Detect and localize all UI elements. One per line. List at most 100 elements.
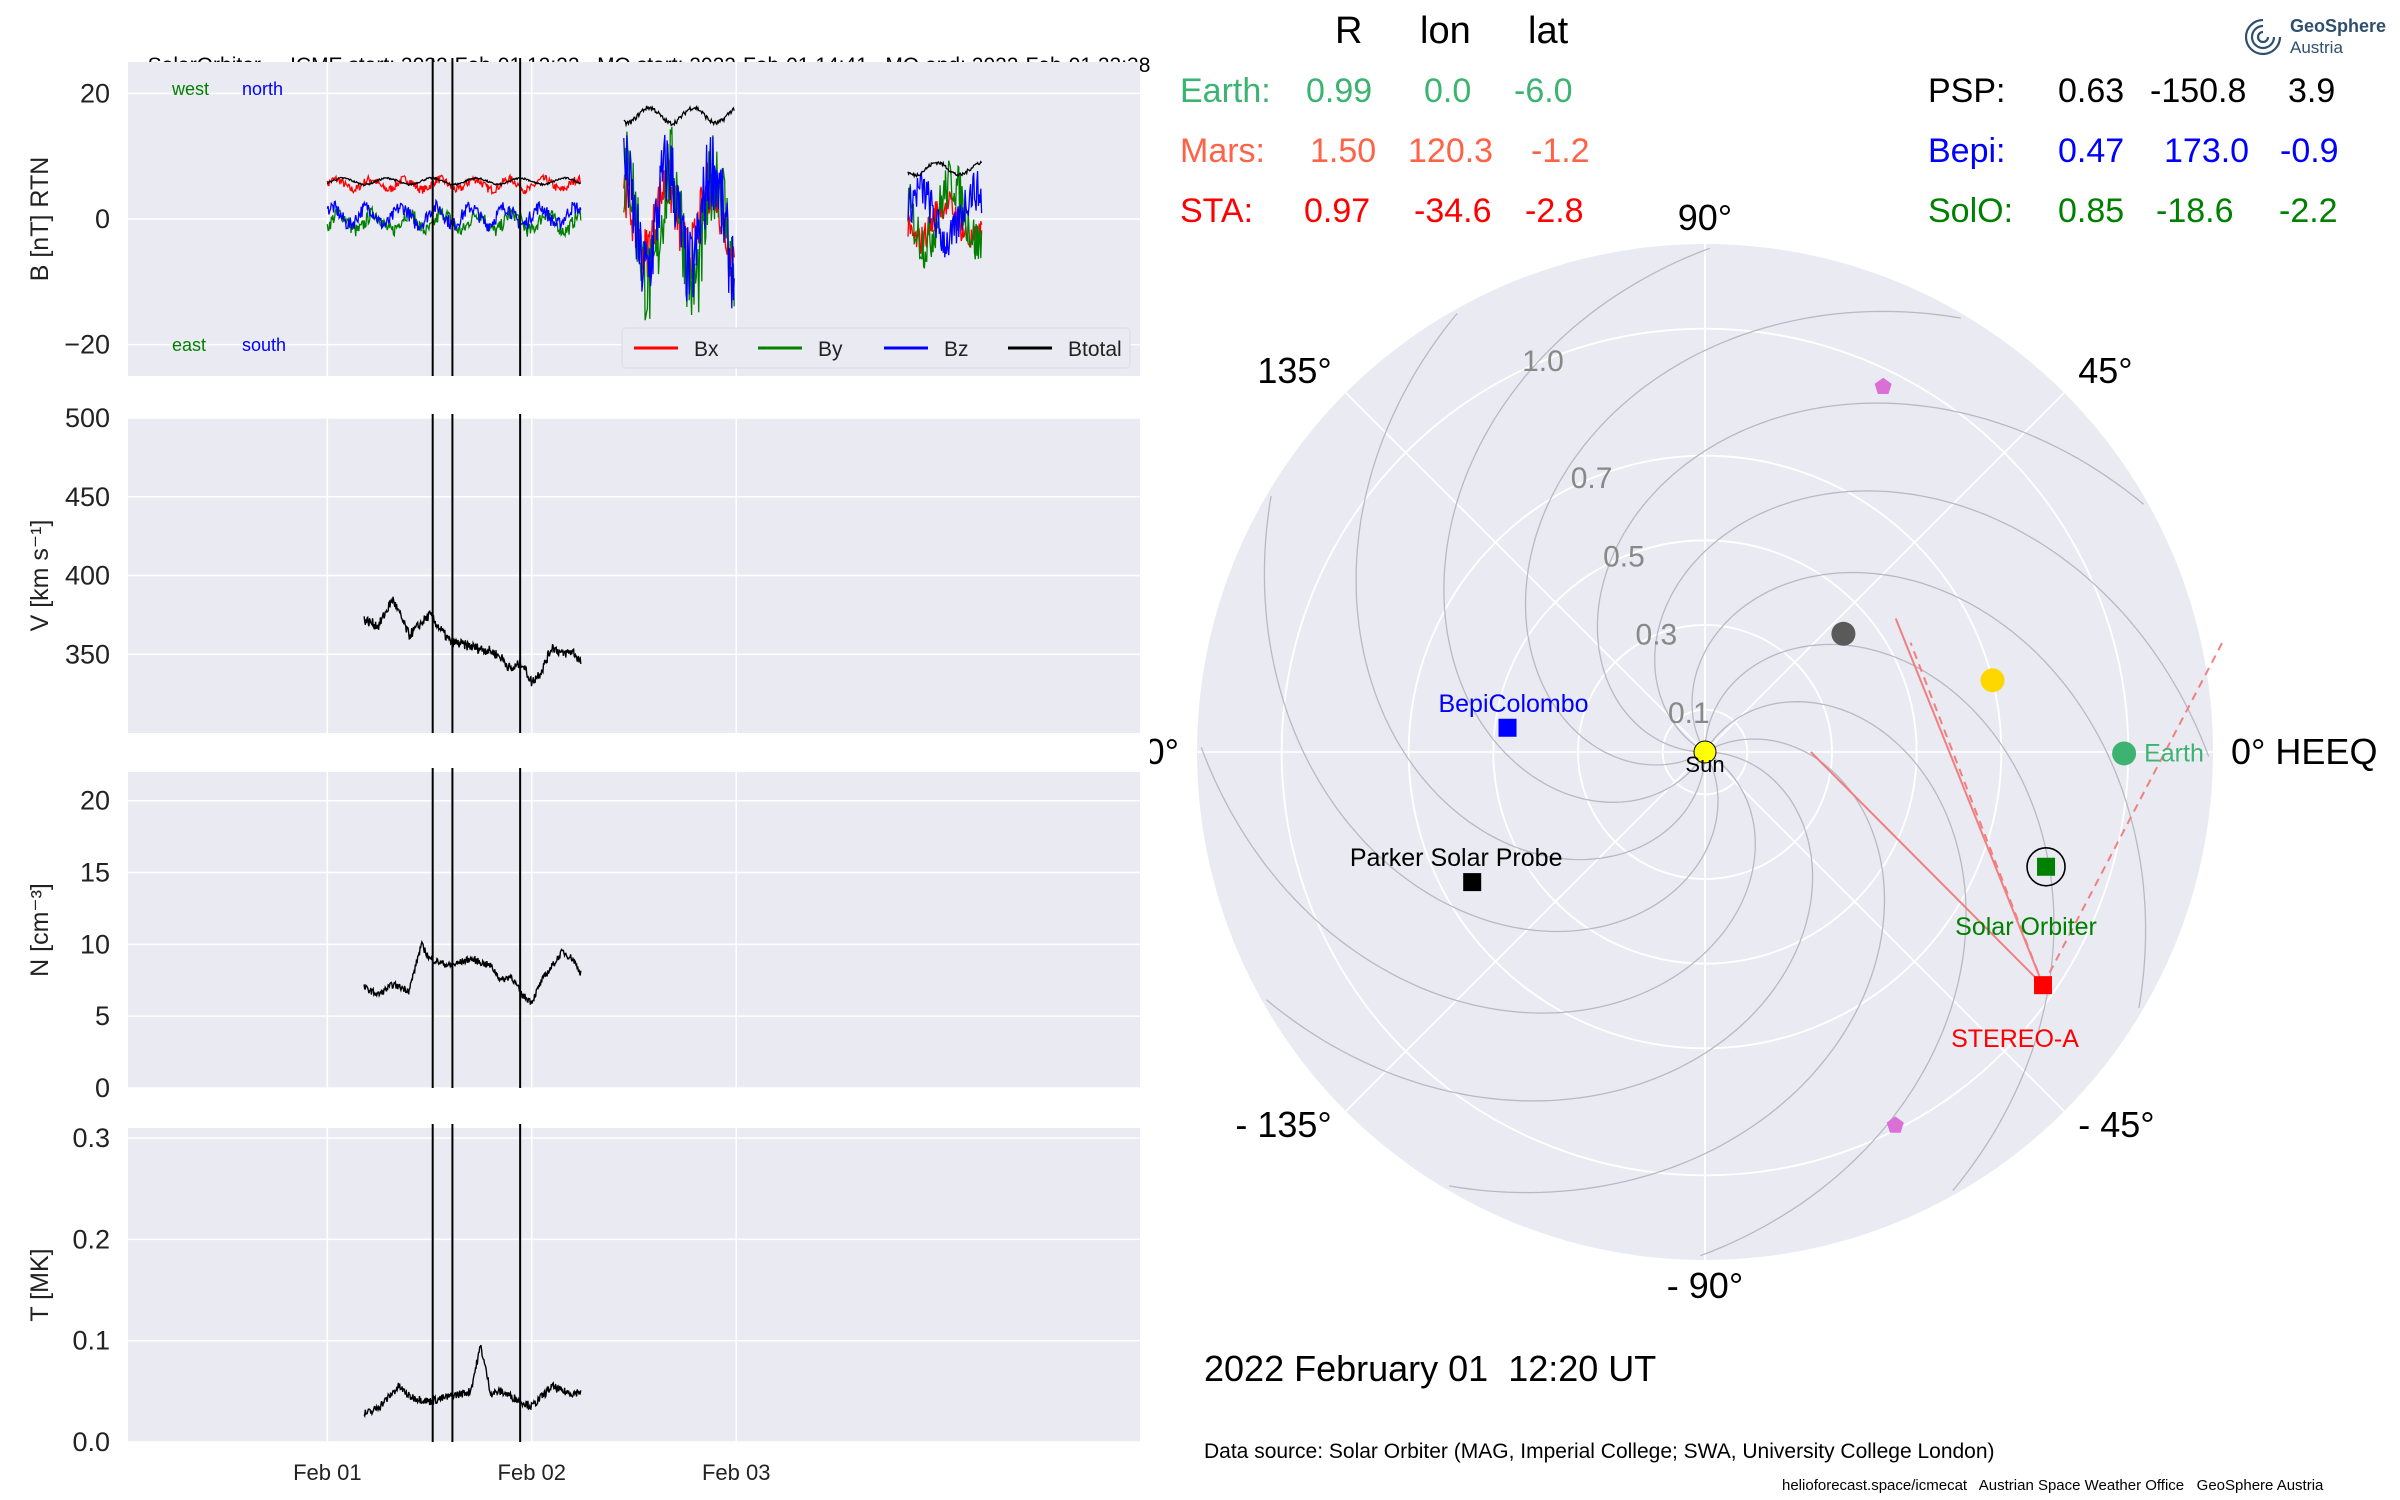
spiral-line (1200, 747, 1756, 1014)
stereo-a-fov (1810, 618, 2224, 986)
stereo-a-label: STEREO-A (1951, 1025, 2079, 1053)
row-name: Bepi: (1928, 132, 2006, 170)
angle-label: - 135° (1235, 1104, 1331, 1145)
legend-label: Btotal (1068, 338, 1122, 361)
timeseries-panels: 20 0 −20 B [nT] RTN west north east south Bx By Bz… (26, 58, 1140, 1485)
panel-1: 500 450 400 350 V [km s⁻¹] (26, 403, 1140, 733)
y-tick-label: 15 (80, 858, 110, 888)
angular-grid-line (1704, 392, 2065, 753)
y-axis-label: V [km s⁻¹] (26, 520, 54, 632)
row-name: PSP: (1928, 72, 2006, 110)
x-tick-label: Feb 03 (702, 1460, 771, 1485)
solo-marker (2037, 857, 2056, 876)
geosphere-logo: GeoSphere Austria (2240, 12, 2390, 62)
row-lat: -1.2 (1531, 132, 1590, 170)
angle-label: 90° (1678, 197, 1732, 238)
angle-label: 0° HEEQ (2231, 731, 2377, 772)
series-line-bz (623, 134, 735, 309)
row-name: Mars: (1180, 132, 1265, 170)
parker-spirals (1200, 247, 2210, 1257)
y-tick-label: 350 (65, 639, 110, 669)
legend-label: By (818, 338, 843, 361)
row-lat: -2.8 (1525, 192, 1584, 230)
y-tick-label: 0.0 (72, 1427, 110, 1457)
row-lat: -2.2 (2279, 192, 2338, 230)
annotation-north: north (242, 79, 283, 99)
angle-label: 45° (2078, 350, 2132, 391)
angular-grid-line (1345, 392, 1706, 753)
series-line-bz (907, 170, 983, 258)
y-tick-label: 500 (65, 403, 110, 433)
row-r: 0.63 (2058, 72, 2125, 110)
series-line-bz (326, 198, 582, 232)
row-r: 1.50 (1310, 132, 1377, 170)
angle-label: - 45° (2078, 1104, 2154, 1145)
polar-plot: 0.1 0.3 0.5 0.7 1.0 90° 45° 0° HEEQ - 45° - 90° - … (1150, 197, 2377, 1306)
earth-label: Earth (2144, 739, 2204, 767)
credits: helioforecast.space/icmecat Austrian Spa… (1782, 1477, 2324, 1494)
solo-highlight-ring (2026, 846, 2066, 887)
radial-tick-label: 0.5 (1603, 540, 1645, 573)
spiral-line (1265, 751, 1814, 1102)
row-lon: 173.0 (2164, 132, 2250, 170)
y-tick-label: 10 (80, 929, 110, 959)
row-lat: 3.9 (2288, 72, 2336, 110)
radial-tick-label: 0.1 (1668, 697, 1710, 730)
radial-tick-label: 0.7 (1571, 462, 1613, 495)
y-axis-label: B [nT] RTN (26, 157, 54, 282)
row-r: 0.85 (2058, 192, 2125, 230)
comet-marker (1886, 1116, 1904, 1133)
table-header-lat: lat (1528, 10, 1569, 52)
row-lon: -150.8 (2150, 72, 2247, 110)
x-tick-label: Feb 01 (293, 1460, 362, 1485)
panel-2: 20 15 10 5 0 N [cm⁻³] (26, 768, 1140, 1103)
sun-marker (1693, 740, 1717, 764)
y-axis-label: T [MK] (26, 1248, 54, 1321)
spiral-line (1524, 310, 1962, 766)
spiral-line (1654, 490, 2210, 757)
series-line (363, 940, 582, 1006)
angle-label: +/- 180° (1150, 731, 1179, 772)
spiral-line (1355, 312, 1706, 861)
legend-label: Bz (944, 338, 969, 361)
series-line-by (907, 160, 983, 269)
y-tick-label: 0.1 (72, 1326, 110, 1356)
row-lat: -0.9 (2280, 132, 2339, 170)
table-header-r: R (1335, 10, 1363, 52)
data-layer (363, 940, 582, 1006)
y-tick-label: 5 (95, 1001, 110, 1031)
angular-grid-line (1345, 751, 1706, 1112)
angular-grid-line (1704, 751, 2065, 1112)
spiral-line (1704, 643, 2055, 1192)
polar-timestamp: 2022 February 01 12:20 UT (1204, 1348, 1657, 1389)
y-tick-label: 0 (95, 1073, 110, 1103)
row-lon: 120.3 (1408, 132, 1494, 170)
row-name: STA: (1180, 192, 1254, 230)
row-name: SolO: (1928, 192, 2014, 230)
data-layer (326, 104, 983, 321)
data-layer (363, 596, 582, 687)
y-axis-label: N [cm⁻³] (26, 883, 54, 977)
logo-swirl-icon (2244, 18, 2282, 56)
spiral-line (1691, 571, 2147, 1009)
series-line-bx (326, 173, 581, 196)
fov-line (1894, 618, 2044, 986)
row-lat: -6.0 (1514, 72, 1573, 110)
y-tick-label: 400 (65, 561, 110, 591)
row-lon: -34.6 (1414, 192, 1492, 230)
annotation-west: west (171, 79, 209, 99)
row-lon: 0.0 (1424, 72, 1472, 110)
radial-tick-label: 0.3 (1636, 619, 1678, 652)
y-tick-label: 20 (80, 78, 110, 108)
y-tick-label: 20 (80, 786, 110, 816)
solo-label: Solar Orbiter (1955, 913, 2097, 941)
bepi-label: BepiColombo (1438, 690, 1588, 718)
earth-marker (2112, 741, 2137, 766)
data-source: Data source: Solar Orbiter (MAG, Imperia… (1204, 1440, 1995, 1463)
panel-3: 0.3 0.2 0.1 0.0 T [MK] (26, 1123, 1140, 1457)
psp-label: Parker Solar Probe (1350, 844, 1563, 872)
legend-label: Bx (694, 338, 719, 361)
logo-line2: Austria (2290, 38, 2343, 57)
panel-0: 20 0 −20 B [nT] RTN west north east south Bx By Bz… (26, 58, 1140, 376)
logo-line1: GeoSphere (2290, 16, 2387, 36)
